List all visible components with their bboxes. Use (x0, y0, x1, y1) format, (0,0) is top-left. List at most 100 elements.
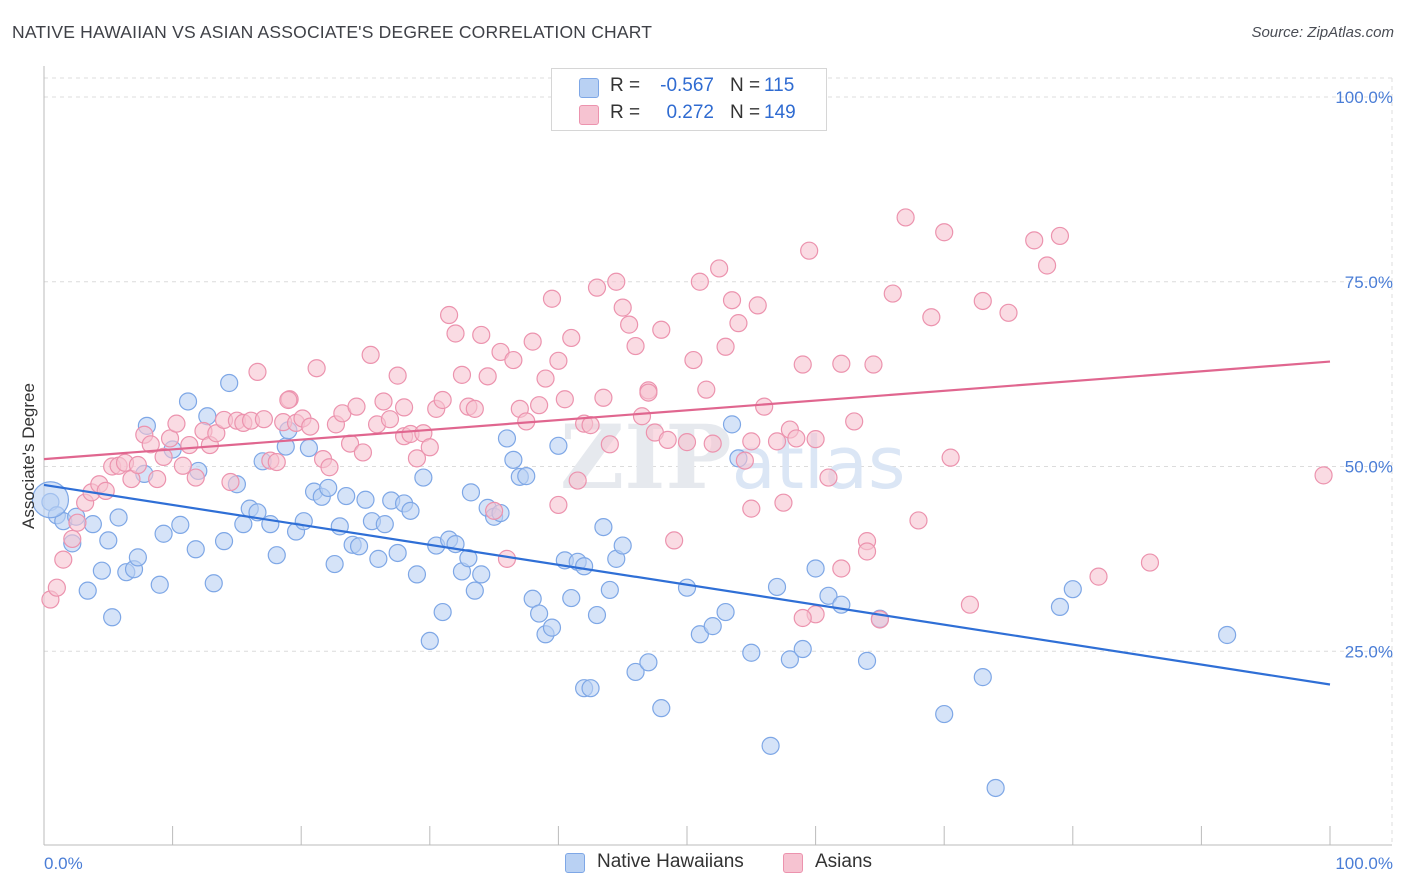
data-point (347, 397, 366, 416)
data-point (594, 388, 613, 407)
y-tick-label: 100.0% (1335, 88, 1393, 107)
data-point (652, 699, 671, 718)
data-point (568, 471, 587, 490)
data-point (665, 531, 684, 550)
data-point (221, 472, 240, 492)
data-point (154, 524, 173, 543)
bottom-legend-swatch-blue (565, 853, 585, 873)
data-point (542, 289, 562, 308)
data-point (1063, 580, 1082, 599)
data-point (780, 650, 799, 669)
data-point (491, 342, 510, 362)
data-point (414, 468, 433, 487)
data-point (1037, 256, 1057, 275)
data-point (819, 586, 838, 605)
data-point (319, 478, 338, 498)
data-point (710, 259, 729, 278)
data-point (446, 324, 465, 343)
trend-lines (43, 360, 1331, 686)
data-point (1314, 466, 1333, 485)
data-point (63, 529, 82, 549)
data-point (407, 449, 427, 468)
data-point (857, 651, 877, 670)
data-point (374, 392, 393, 411)
legend-row-native-hawaiians: R = -0.567 N = 115 (552, 74, 826, 100)
data-point (742, 499, 761, 518)
data-point (248, 362, 267, 382)
data-point (677, 578, 697, 597)
data-point (755, 397, 774, 416)
data-point (806, 559, 825, 578)
data-point (922, 308, 941, 327)
trend-line (43, 360, 1331, 461)
data-point (497, 549, 517, 568)
data-point (896, 208, 915, 227)
data-point (78, 581, 97, 600)
data-point (735, 451, 754, 470)
data-point (1025, 231, 1044, 250)
data-point (465, 581, 484, 600)
data-point (1140, 553, 1160, 572)
data-point (504, 350, 523, 370)
data-point (742, 643, 761, 662)
data-point (254, 410, 274, 429)
data-point (320, 458, 339, 477)
data-point (549, 495, 568, 515)
legend-n-label: N = (730, 102, 761, 123)
data-point (748, 296, 767, 315)
data-point (439, 305, 459, 325)
legend-n-value: 149 (764, 102, 796, 123)
data-point (652, 320, 671, 339)
legend-r-value: 0.272 (666, 102, 714, 123)
data-point (307, 359, 326, 378)
data-point (703, 434, 722, 453)
data-point (92, 561, 111, 580)
data-point (530, 604, 549, 623)
data-point (150, 575, 169, 594)
data-point (148, 469, 167, 489)
data-point (204, 574, 223, 593)
y-tick-label: 50.0% (1345, 458, 1393, 477)
data-point (761, 736, 780, 755)
data-point (47, 578, 66, 597)
data-point (935, 704, 954, 724)
data-point (1089, 567, 1108, 586)
legend-row-asians: R = 0.272 N = 149 (552, 101, 826, 127)
bottom-legend-swatch-pink (783, 853, 803, 873)
data-point (461, 483, 481, 502)
data-point (186, 468, 205, 487)
data-point (420, 631, 439, 651)
data-point (1050, 226, 1070, 246)
data-point (375, 515, 394, 534)
data-point (639, 653, 658, 672)
data-point (171, 515, 190, 534)
data-point (465, 399, 484, 418)
data-point (420, 438, 439, 457)
data-point (549, 436, 568, 455)
data-point (299, 438, 319, 458)
data-point (96, 481, 115, 500)
data-point (639, 383, 658, 402)
data-point (452, 365, 472, 384)
data-point (349, 537, 369, 556)
data-point (83, 515, 102, 534)
data-point (128, 455, 147, 475)
data-point (325, 554, 344, 574)
data-point (767, 432, 787, 451)
data-point (626, 336, 645, 356)
data-point (774, 493, 793, 512)
data-point (864, 355, 883, 374)
data-point (459, 549, 478, 568)
data-point (388, 366, 407, 385)
data-point (819, 468, 838, 487)
data-point (485, 501, 504, 520)
data-point (167, 414, 186, 433)
data-point (407, 565, 427, 584)
x-tick-label: 100.0% (1335, 854, 1393, 873)
trend-line (43, 483, 1331, 686)
data-point (973, 291, 992, 311)
data-point (620, 315, 639, 334)
data-point (690, 625, 709, 644)
data-point (960, 595, 980, 614)
